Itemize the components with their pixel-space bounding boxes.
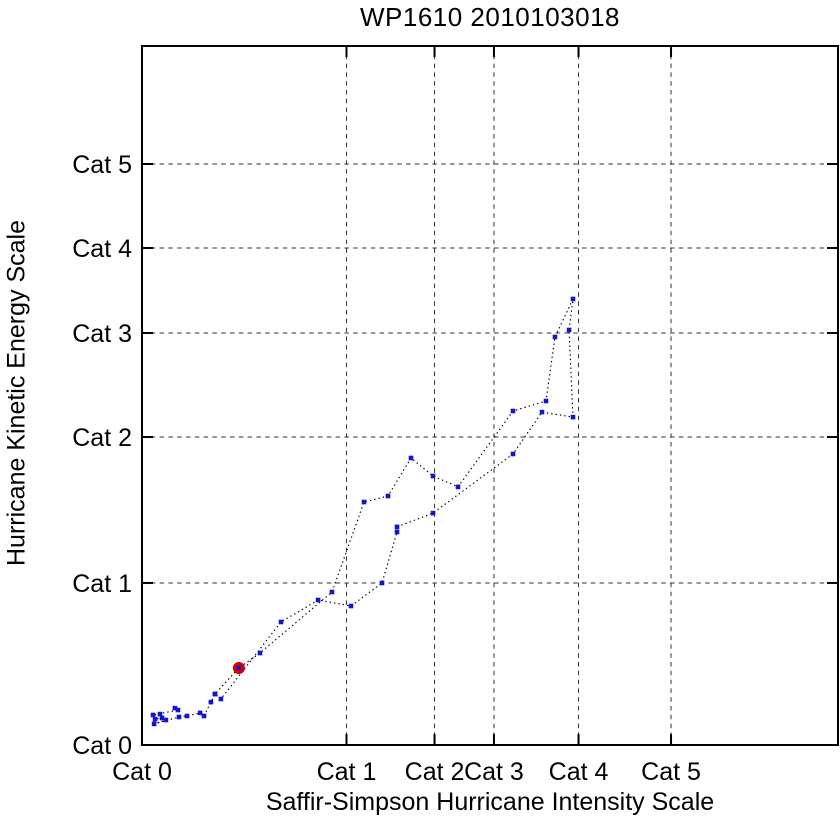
x-tick-label: Cat 0 (112, 758, 172, 786)
track-point (385, 493, 391, 499)
track-point (408, 455, 414, 461)
track-point (218, 696, 224, 702)
track-point (510, 451, 516, 457)
track-point (172, 705, 178, 711)
track-point (394, 529, 400, 535)
track-point (348, 603, 354, 609)
y-tick-label: Cat 0 (72, 732, 132, 760)
x-tick-label: Cat 3 (464, 758, 524, 786)
track-point (176, 714, 182, 720)
track-point (197, 710, 203, 716)
track-point (257, 650, 263, 656)
track-point (566, 327, 572, 333)
track-point (201, 713, 207, 719)
track-point (278, 619, 284, 625)
chart-title: WP1610 2010103018 (359, 2, 621, 32)
track-point (157, 711, 163, 717)
track-point (455, 484, 461, 490)
y-tick-label: Cat 5 (72, 151, 132, 179)
track-point (208, 699, 214, 705)
track-point (361, 499, 367, 505)
track-point (236, 665, 242, 671)
track-point (329, 589, 335, 595)
track-point (184, 713, 190, 719)
track-point (150, 712, 156, 718)
y-tick-label: Cat 3 (72, 320, 132, 348)
track-point (315, 597, 321, 603)
track-point (430, 510, 436, 516)
track-point (175, 707, 181, 713)
y-axis-title: Hurricane Kinetic Energy Scale (2, 220, 31, 566)
track-line (152, 298, 574, 725)
track-point (539, 409, 545, 415)
track-point (151, 721, 157, 727)
y-tick-label: Cat 2 (72, 424, 132, 452)
track-point (570, 296, 576, 302)
track-point (570, 414, 576, 420)
track-point (430, 473, 436, 479)
x-tick-label: Cat 5 (641, 758, 701, 786)
track-point (163, 717, 169, 723)
x-tick-label: Cat 1 (317, 758, 377, 786)
x-axis-title: Saffir-Simpson Hurricane Intensity Scale (265, 788, 715, 816)
x-tick-label: Cat 2 (405, 758, 465, 786)
y-tick-label: Cat 1 (72, 570, 132, 598)
track-point (159, 715, 165, 721)
track-point (394, 524, 400, 530)
track-point (543, 398, 549, 404)
plot-border (141, 45, 839, 746)
track-point (152, 716, 158, 722)
y-tick-label: Cat 4 (72, 235, 132, 263)
track-point (212, 691, 218, 697)
track-point (379, 580, 385, 586)
track-point (510, 408, 516, 414)
track-point (552, 334, 558, 340)
x-tick-label: Cat 4 (549, 758, 609, 786)
